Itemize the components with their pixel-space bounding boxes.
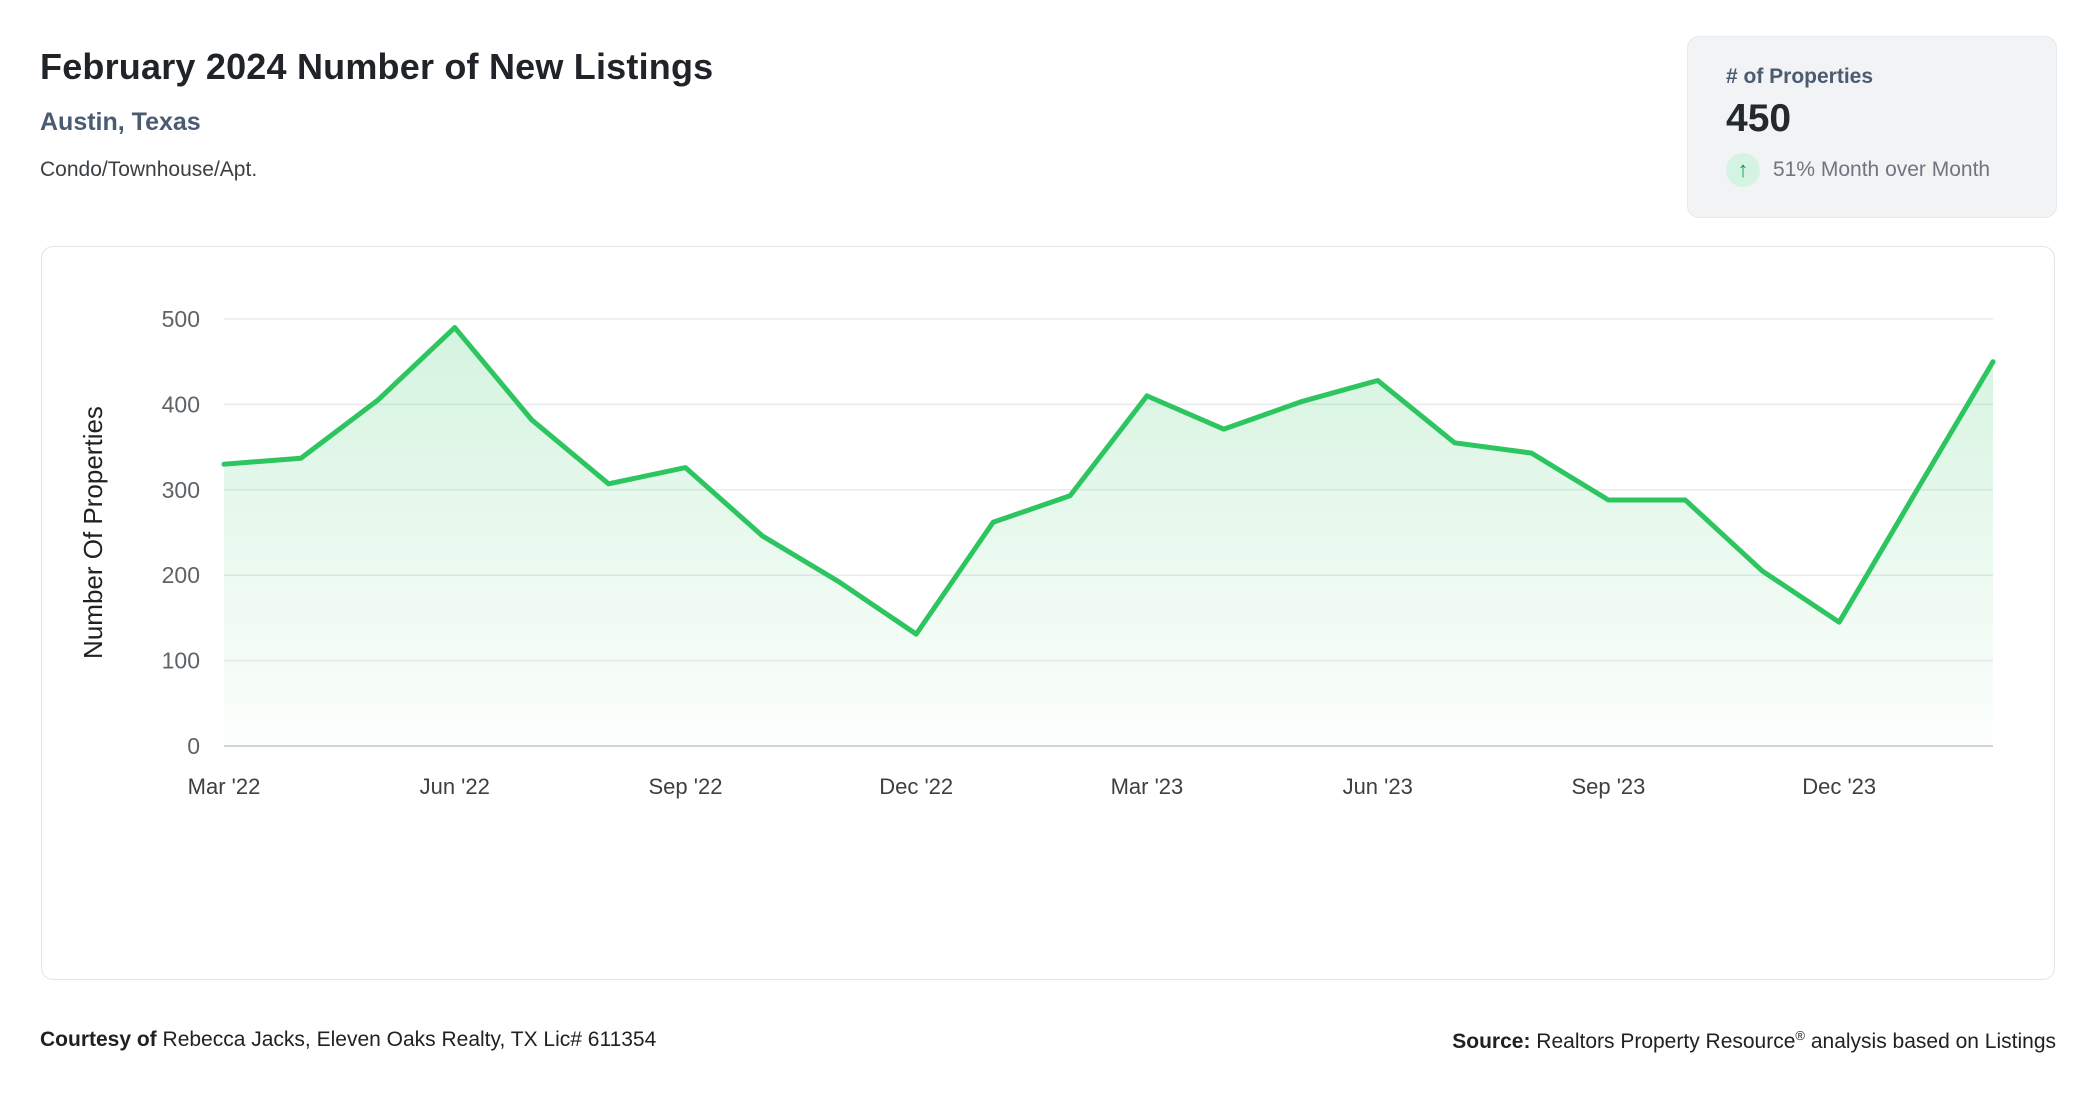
footer: Courtesy of Rebecca Jacks, Eleven Oaks R… (40, 1028, 2056, 1054)
svg-text:Jun '22: Jun '22 (420, 774, 490, 799)
properties-stat-card: # of Properties 450 ↑ 51% Month over Mon… (1687, 36, 2057, 218)
svg-text:100: 100 (162, 648, 200, 674)
svg-text:Sep '22: Sep '22 (649, 774, 723, 799)
svg-text:Sep '23: Sep '23 (1571, 774, 1645, 799)
svg-text:Dec '22: Dec '22 (879, 774, 953, 799)
svg-text:300: 300 (162, 477, 200, 503)
chart-card: 0 100 200 300 400 500 Mar '22 Jun '22 Sep '22 Dec… (41, 246, 2055, 980)
listings-area-chart: 0 100 200 300 400 500 Mar '22 Jun '22 Sep '22 Dec… (78, 306, 1996, 799)
svg-text:400: 400 (162, 391, 200, 417)
stat-value: 450 (1726, 97, 1792, 140)
svg-text:200: 200 (162, 562, 200, 588)
up-arrow-icon: ↑ (1726, 153, 1760, 187)
svg-text:Mar '23: Mar '23 (1111, 774, 1184, 799)
source-note: Source: Realtors Property Resource® anal… (1452, 1028, 2056, 1053)
stat-label: # of Properties (1726, 65, 1874, 88)
trend-text: 51% Month over Month (1773, 158, 1991, 181)
page-title: February 2024 Number of New Listings (40, 46, 714, 87)
svg-text:0: 0 (187, 733, 200, 759)
svg-text:Dec '23: Dec '23 (1802, 774, 1876, 799)
property-type-label: Condo/Townhouse/Apt. (40, 158, 258, 181)
page-location: Austin, Texas (40, 108, 201, 136)
svg-text:Number Of Properties: Number Of Properties (78, 406, 108, 659)
stat-trend-row: ↑ 51% Month over Month (1726, 153, 2026, 187)
svg-text:Jun '23: Jun '23 (1343, 774, 1413, 799)
svg-text:500: 500 (162, 306, 200, 332)
svg-text:Mar '22: Mar '22 (188, 774, 261, 799)
courtesy-note: Courtesy of Rebecca Jacks, Eleven Oaks R… (40, 1028, 657, 1051)
